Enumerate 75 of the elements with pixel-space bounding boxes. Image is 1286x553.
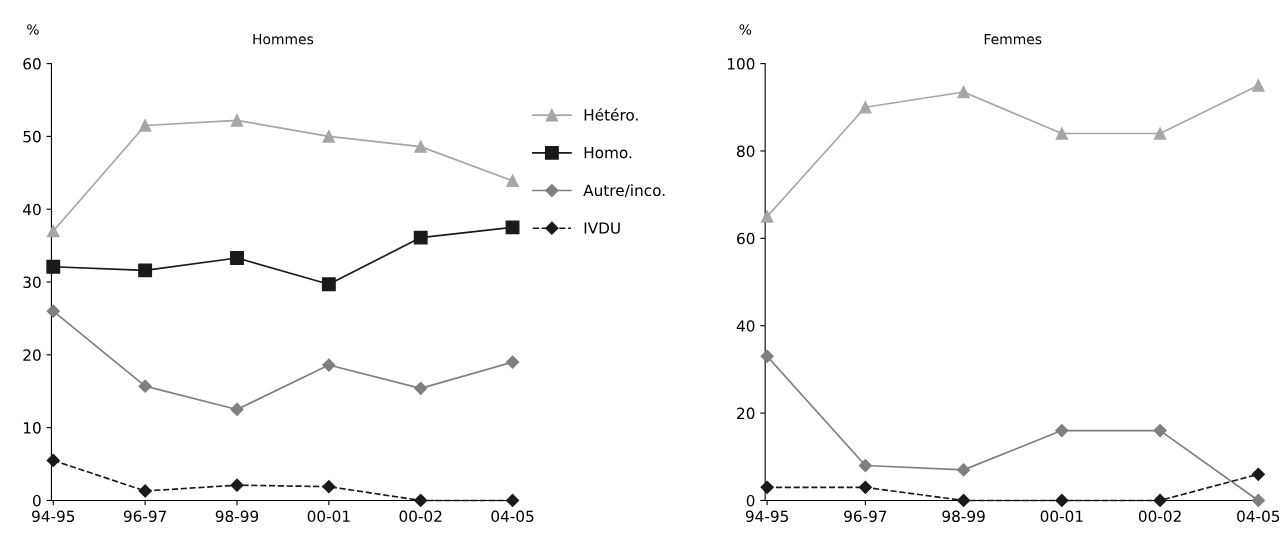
point (957, 463, 971, 477)
point (858, 480, 872, 494)
point (230, 114, 244, 127)
point (322, 480, 336, 494)
legend-label: Hétéro. (584, 108, 638, 121)
x-tick-label: 94-95 (745, 510, 788, 523)
x-tick-label: 00-01 (1040, 510, 1083, 523)
y-tick-label: 50 (23, 130, 41, 143)
point (413, 230, 428, 245)
point (1153, 423, 1167, 438)
point (957, 493, 971, 508)
point (414, 140, 427, 153)
point (46, 304, 60, 318)
y-tick-label: 40 (23, 203, 41, 216)
legend-label: IVDU (584, 222, 620, 234)
point (506, 174, 519, 188)
point (46, 259, 61, 274)
x-tick-label: 98-99 (215, 510, 259, 523)
chart-title: Femmes (984, 34, 1042, 45)
y-tick-label: 80 (737, 145, 755, 157)
x-tick-label: 96-97 (123, 510, 167, 523)
y-tick-label: 0 (33, 494, 41, 507)
point (1055, 493, 1069, 508)
y-tick-label: 20 (737, 407, 755, 420)
point (414, 381, 428, 395)
legend-label: Autre/inco. (583, 184, 665, 198)
y-tick-label: 20 (23, 349, 41, 361)
point (505, 493, 520, 508)
point (1252, 79, 1265, 92)
point (230, 402, 244, 417)
point (858, 458, 872, 473)
point (321, 277, 336, 292)
y-axis-title: % (739, 24, 752, 35)
y-axis-title: % (27, 24, 39, 35)
point (505, 355, 520, 369)
x-tick-label: 00-02 (1138, 510, 1181, 523)
point (138, 263, 153, 278)
x-tick-label: 00-02 (399, 510, 442, 523)
x-tick-label: 00-01 (307, 510, 350, 523)
legend-label: Homo. (584, 147, 632, 159)
point (1055, 423, 1069, 438)
point (46, 453, 60, 468)
x-tick-label: 98-99 (942, 510, 985, 523)
point (1153, 127, 1167, 140)
point (760, 210, 774, 223)
point (138, 379, 152, 393)
point (760, 480, 774, 494)
point (505, 220, 520, 235)
point (1055, 127, 1069, 140)
point (859, 101, 872, 114)
point (230, 478, 244, 492)
y-tick-label: 0 (746, 494, 755, 507)
point (138, 119, 152, 132)
point (1153, 493, 1167, 508)
point (1251, 467, 1265, 481)
point (47, 224, 60, 238)
y-tick-label: 30 (23, 276, 41, 289)
point (414, 493, 428, 508)
point (957, 85, 970, 99)
x-tick-label: 96-97 (844, 510, 887, 523)
x-tick-label: 04-05 (491, 510, 534, 523)
point (322, 358, 336, 372)
point (138, 484, 152, 498)
x-tick-label: 94-95 (32, 510, 75, 523)
x-tick-label: 04-05 (1237, 510, 1280, 523)
chart-title: Hommes (253, 34, 314, 45)
y-tick-label: 60 (23, 58, 41, 70)
y-tick-label: 100 (727, 58, 755, 70)
y-tick-label: 10 (23, 422, 41, 434)
point (322, 130, 336, 143)
y-tick-label: 60 (737, 232, 755, 245)
y-tick-label: 40 (736, 320, 755, 332)
point (230, 251, 244, 265)
point (760, 349, 774, 363)
point (1251, 493, 1265, 508)
